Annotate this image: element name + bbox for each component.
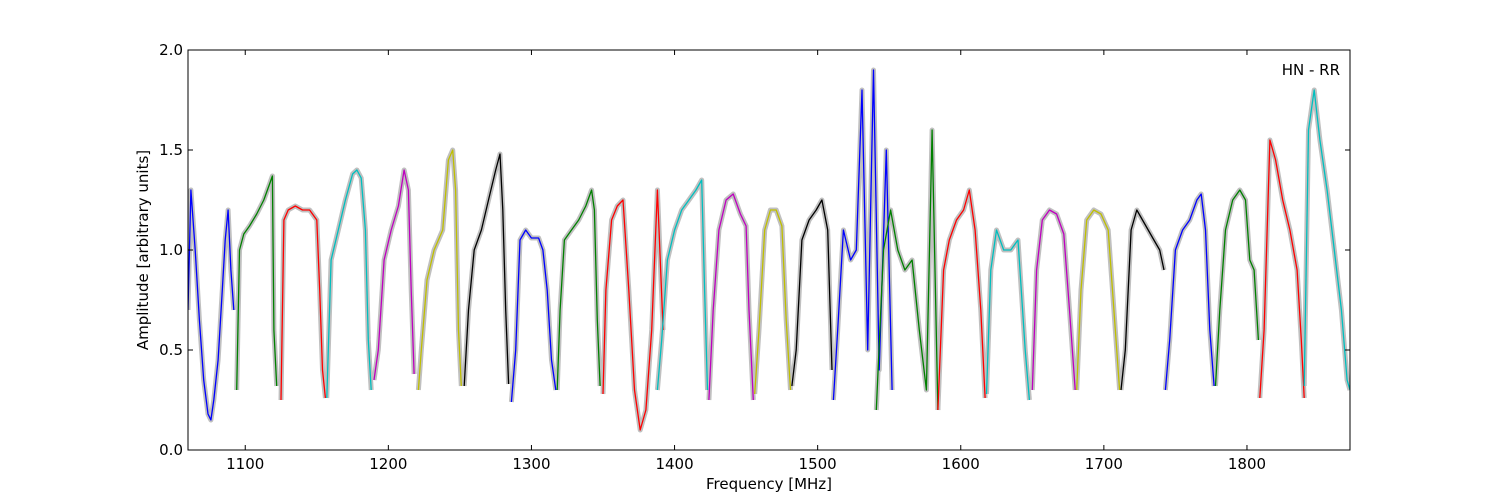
series-layer [188, 69, 1350, 431]
x-axis: 1100 1200 1300 1400 1500 1600 1700 1800 [226, 50, 1266, 473]
series-line [236, 175, 278, 391]
y-axis: 0.0 0.5 1.0 1.5 2.0 [159, 41, 1350, 459]
series-line [1076, 209, 1121, 391]
x-tick-label: 1600 [942, 455, 980, 473]
x-axis-label: Frequency [MHz] [706, 475, 832, 493]
series-line [1164, 193, 1215, 391]
series-line [791, 199, 833, 387]
series-line [463, 153, 510, 387]
series-line [510, 229, 557, 403]
series-line [754, 209, 792, 395]
series-line [937, 189, 986, 411]
series-line [602, 189, 664, 431]
x-tick-label: 1100 [226, 455, 264, 473]
x-tick-label: 1700 [1085, 455, 1123, 473]
series-line [326, 169, 372, 399]
series-line [1031, 209, 1076, 391]
series-line [280, 205, 327, 401]
x-tick-label: 1300 [512, 455, 550, 473]
series-line [188, 189, 235, 421]
x-tick-label: 1800 [1228, 455, 1266, 473]
series-line [656, 179, 709, 391]
series-line [417, 149, 462, 391]
series-line [1303, 89, 1350, 391]
series-line [1214, 189, 1260, 387]
x-tick-label: 1500 [799, 455, 837, 473]
annotation-label: HN - RR [1282, 61, 1340, 79]
y-tick-label: 0.5 [159, 341, 183, 359]
series-line [556, 189, 601, 391]
y-tick-label: 1.5 [159, 141, 183, 159]
series-line [1120, 209, 1165, 391]
series-line [708, 193, 754, 401]
y-tick-label: 2.0 [159, 41, 183, 59]
x-tick-label: 1400 [655, 455, 693, 473]
x-tick-label: 1200 [369, 455, 407, 473]
y-tick-label: 1.0 [159, 241, 183, 259]
series-line [875, 129, 939, 411]
series-line [985, 229, 1031, 401]
series-line [1259, 139, 1305, 399]
y-tick-label: 0.0 [159, 441, 183, 459]
y-axis-label: Amplitude [arbitrary units] [134, 150, 152, 350]
plot-area [188, 50, 1350, 450]
series-line [373, 169, 415, 381]
